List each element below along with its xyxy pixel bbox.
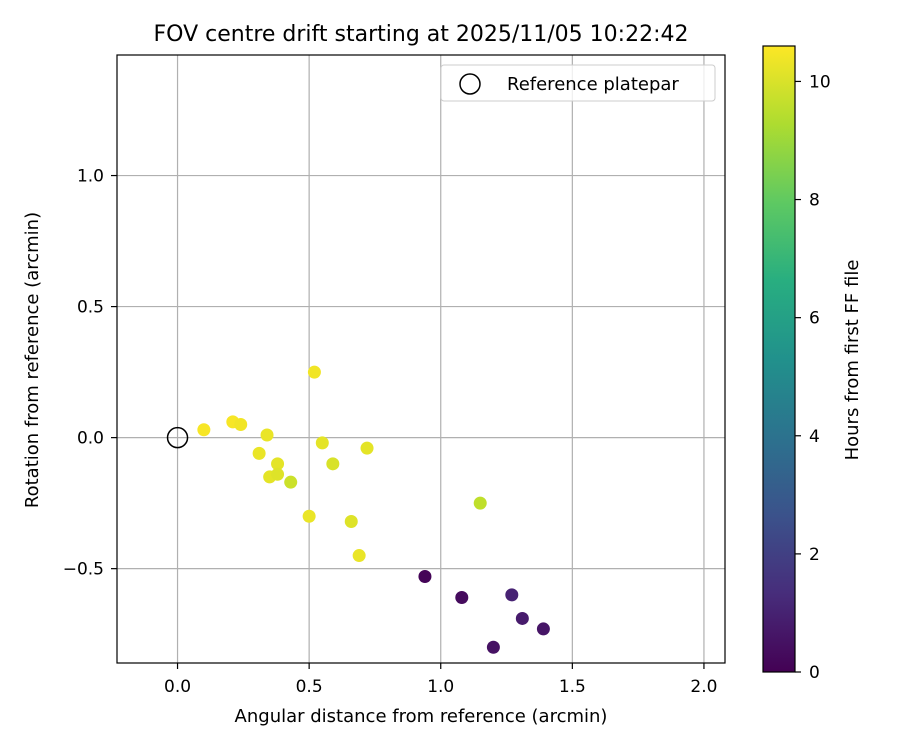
legend-marker-reference bbox=[459, 73, 481, 95]
data-point bbox=[234, 418, 248, 432]
data-point bbox=[352, 549, 366, 563]
data-point bbox=[360, 441, 374, 455]
data-point bbox=[271, 467, 285, 481]
data-point bbox=[252, 446, 266, 460]
chart-title: FOV centre drift starting at 2025/11/05 … bbox=[154, 22, 689, 47]
colorbar-tick-label: 8 bbox=[809, 191, 820, 211]
y-tick-label: 0.0 bbox=[77, 429, 104, 449]
data-point bbox=[455, 590, 469, 604]
data-point bbox=[326, 457, 340, 471]
colorbar bbox=[762, 45, 796, 673]
reference-point-layer bbox=[166, 426, 189, 449]
x-axis-label: Angular distance from reference (arcmin) bbox=[235, 706, 608, 727]
data-point bbox=[197, 423, 211, 437]
x-tick-label: 0.5 bbox=[296, 677, 323, 697]
legend-box bbox=[440, 64, 716, 102]
x-axis-ticks: 0.0 0.5 1.0 1.5 2.0 bbox=[164, 663, 717, 697]
x-tick-label: 0.0 bbox=[164, 677, 191, 697]
data-point bbox=[302, 509, 316, 523]
data-points bbox=[197, 365, 550, 654]
data-point bbox=[505, 588, 519, 602]
data-point bbox=[344, 514, 358, 528]
data-point bbox=[315, 436, 329, 450]
data-point bbox=[486, 640, 500, 654]
y-tick-label: −0.5 bbox=[63, 560, 104, 580]
colorbar-tick-label: 10 bbox=[809, 72, 831, 92]
colorbar-tick-label: 0 bbox=[809, 663, 820, 683]
data-point bbox=[260, 428, 274, 442]
y-tick-label: 1.0 bbox=[77, 167, 104, 187]
data-point bbox=[418, 570, 432, 584]
x-tick-label: 1.0 bbox=[427, 677, 454, 697]
colorbar-tick-label: 2 bbox=[809, 545, 820, 565]
data-point bbox=[284, 475, 298, 489]
data-point bbox=[515, 611, 529, 625]
y-axis-ticks: −0.5 0.0 0.5 1.0 bbox=[63, 167, 117, 580]
data-point bbox=[307, 365, 321, 379]
y-axis-label: Rotation from reference (arcmin) bbox=[22, 212, 43, 508]
colorbar-label: Hours from first FF file bbox=[842, 260, 863, 461]
data-point bbox=[536, 622, 550, 636]
grid bbox=[117, 55, 725, 663]
data-point bbox=[271, 457, 285, 471]
y-tick-label: 0.5 bbox=[77, 298, 104, 318]
legend: Reference platepar bbox=[440, 64, 716, 102]
plot-frame bbox=[116, 54, 726, 664]
colorbar-tick-label: 4 bbox=[809, 427, 820, 447]
colorbar-ticks: 0 2 4 6 8 10 bbox=[795, 72, 831, 683]
reference-point bbox=[166, 426, 189, 449]
colorbar-tick-label: 6 bbox=[809, 309, 820, 329]
x-tick-label: 2.0 bbox=[690, 677, 717, 697]
x-tick-label: 1.5 bbox=[559, 677, 586, 697]
legend-label-reference: Reference platepar bbox=[507, 74, 679, 95]
data-point bbox=[473, 496, 487, 510]
